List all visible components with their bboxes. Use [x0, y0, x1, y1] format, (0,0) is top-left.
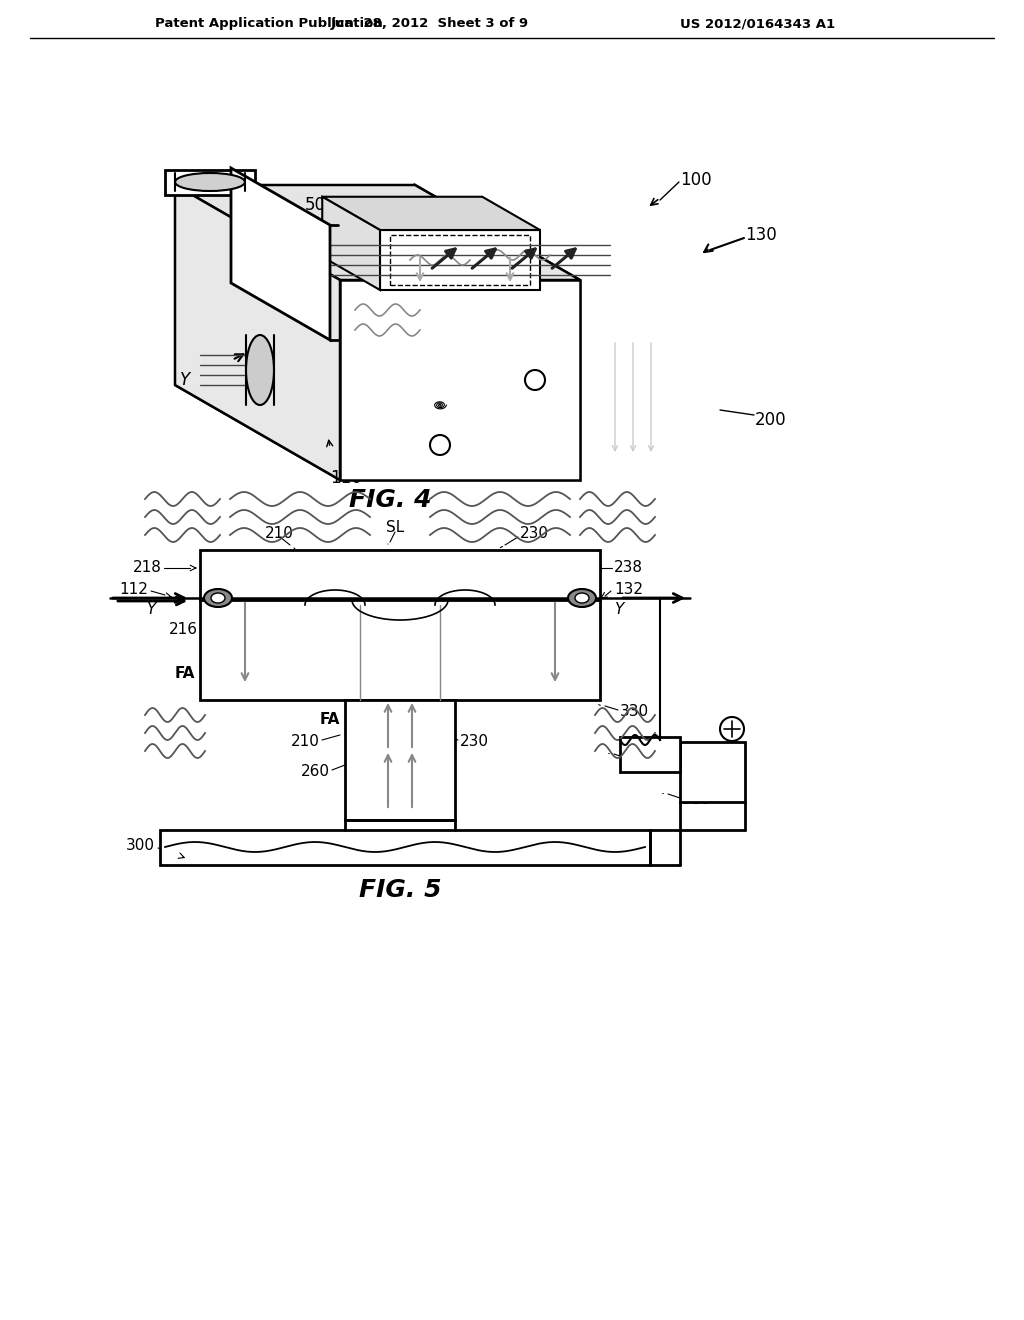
Polygon shape: [231, 168, 330, 341]
Text: Y: Y: [614, 602, 624, 618]
Ellipse shape: [204, 589, 232, 607]
Text: 112: 112: [119, 582, 148, 598]
Text: 260: 260: [301, 764, 330, 780]
Text: 132: 132: [614, 582, 643, 598]
Text: 50: 50: [305, 195, 326, 214]
Text: S: S: [280, 251, 290, 269]
Bar: [200, 601, 600, 700]
Text: Jun. 28, 2012  Sheet 3 of 9: Jun. 28, 2012 Sheet 3 of 9: [331, 17, 529, 30]
Text: FA: FA: [319, 713, 340, 727]
Text: 320: 320: [628, 752, 657, 767]
Ellipse shape: [175, 173, 245, 191]
Polygon shape: [175, 185, 580, 280]
Bar: [345, 700, 455, 820]
Text: 230: 230: [460, 734, 489, 750]
Text: 216: 216: [169, 623, 198, 638]
Ellipse shape: [211, 593, 225, 603]
Text: 200: 200: [755, 411, 786, 429]
Polygon shape: [415, 185, 580, 480]
Text: 210: 210: [265, 525, 294, 540]
Text: 218: 218: [133, 561, 162, 576]
Bar: [620, 737, 680, 772]
Polygon shape: [380, 230, 540, 290]
Text: 110: 110: [330, 469, 361, 487]
Text: Patent Application Publication: Patent Application Publication: [155, 17, 383, 30]
Text: 212: 212: [233, 648, 262, 663]
Polygon shape: [175, 185, 340, 480]
Ellipse shape: [568, 589, 596, 607]
Bar: [390, 235, 530, 285]
Text: FIG. 5: FIG. 5: [358, 878, 441, 902]
Polygon shape: [175, 385, 580, 480]
Bar: [200, 550, 600, 601]
Text: 100: 100: [680, 172, 712, 189]
Text: 232: 232: [490, 648, 519, 663]
Text: 236: 236: [560, 623, 589, 638]
Bar: [160, 830, 650, 865]
Text: 230: 230: [520, 525, 549, 540]
Text: 210: 210: [291, 734, 319, 750]
Text: FA: FA: [560, 665, 581, 681]
Text: 130: 130: [745, 226, 777, 244]
Text: SL: SL: [386, 520, 404, 535]
Polygon shape: [340, 280, 580, 480]
Text: FA: FA: [175, 665, 195, 681]
Polygon shape: [323, 197, 540, 230]
Text: 300: 300: [126, 838, 155, 854]
Polygon shape: [323, 197, 380, 290]
Bar: [680, 742, 745, 803]
Text: Y: Y: [180, 371, 190, 389]
Ellipse shape: [575, 593, 589, 603]
Text: 310: 310: [682, 792, 711, 808]
Polygon shape: [165, 170, 255, 195]
Text: 330: 330: [620, 705, 649, 719]
Text: US 2012/0164343 A1: US 2012/0164343 A1: [680, 17, 836, 30]
Text: 238: 238: [614, 561, 643, 576]
Ellipse shape: [246, 335, 274, 405]
Text: Y: Y: [145, 602, 155, 618]
Text: FIG. 4: FIG. 4: [349, 488, 431, 512]
